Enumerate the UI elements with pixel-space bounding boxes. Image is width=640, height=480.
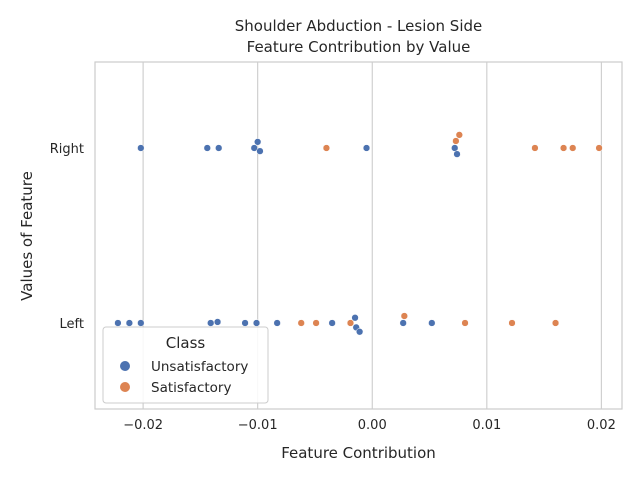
data-point	[322, 144, 331, 152]
data-point	[250, 144, 258, 152]
data-point	[531, 144, 539, 152]
chart-title: Shoulder Abduction - Lesion Side	[235, 17, 483, 35]
data-point	[241, 319, 249, 327]
data-point	[399, 319, 407, 327]
data-point	[351, 314, 359, 322]
data-point	[559, 144, 568, 152]
y-tick-label: Right	[50, 142, 84, 157]
x-tick-label: 0.02	[587, 418, 616, 433]
legend-marker	[120, 361, 130, 371]
x-tick-label: 0.00	[358, 418, 387, 433]
chart-subtitle: Feature Contribution by Value	[247, 38, 471, 56]
data-point	[355, 328, 364, 336]
data-point	[254, 138, 262, 146]
y-axis-label: Values of Feature	[18, 171, 36, 301]
data-point	[207, 319, 215, 327]
y-axis-ticks: Right Left	[50, 142, 84, 332]
x-axis-ticks: −0.02 −0.01 0.00 0.01 0.02	[123, 418, 616, 433]
data-point	[551, 319, 560, 327]
data-point	[362, 144, 371, 152]
x-tick-label: 0.01	[472, 418, 501, 433]
data-point	[203, 144, 211, 152]
data-point	[400, 312, 408, 320]
data-point	[297, 319, 305, 327]
data-point	[595, 144, 603, 152]
data-point	[328, 319, 336, 327]
data-point	[273, 319, 281, 327]
y-tick-label: Left	[60, 317, 84, 332]
data-point	[346, 319, 355, 327]
legend-box	[102, 326, 269, 404]
legend-title: Class	[166, 334, 206, 352]
data-points	[114, 131, 603, 336]
x-axis-label: Feature Contribution	[281, 444, 436, 462]
data-point	[508, 319, 516, 327]
legend: Class Unsatisfactory Satisfactory	[102, 326, 269, 404]
x-tick-label: −0.02	[123, 418, 163, 433]
data-point	[125, 319, 134, 327]
data-point	[256, 147, 264, 155]
data-point	[461, 319, 469, 327]
data-point	[455, 131, 463, 139]
data-point	[215, 144, 223, 152]
data-point	[137, 144, 145, 152]
legend-label: Satisfactory	[151, 380, 231, 396]
x-tick-label: −0.01	[238, 418, 278, 433]
data-point	[213, 318, 222, 326]
data-point	[252, 319, 261, 327]
legend-marker	[120, 382, 130, 392]
data-point	[312, 319, 320, 327]
data-point	[114, 319, 122, 327]
data-point	[137, 319, 145, 327]
data-point	[569, 144, 577, 152]
legend-items: Unsatisfactory Satisfactory	[120, 359, 248, 396]
data-point	[452, 137, 460, 145]
data-point	[428, 319, 436, 327]
data-point	[453, 150, 461, 158]
legend-label: Unsatisfactory	[151, 359, 248, 375]
data-point	[451, 144, 459, 152]
